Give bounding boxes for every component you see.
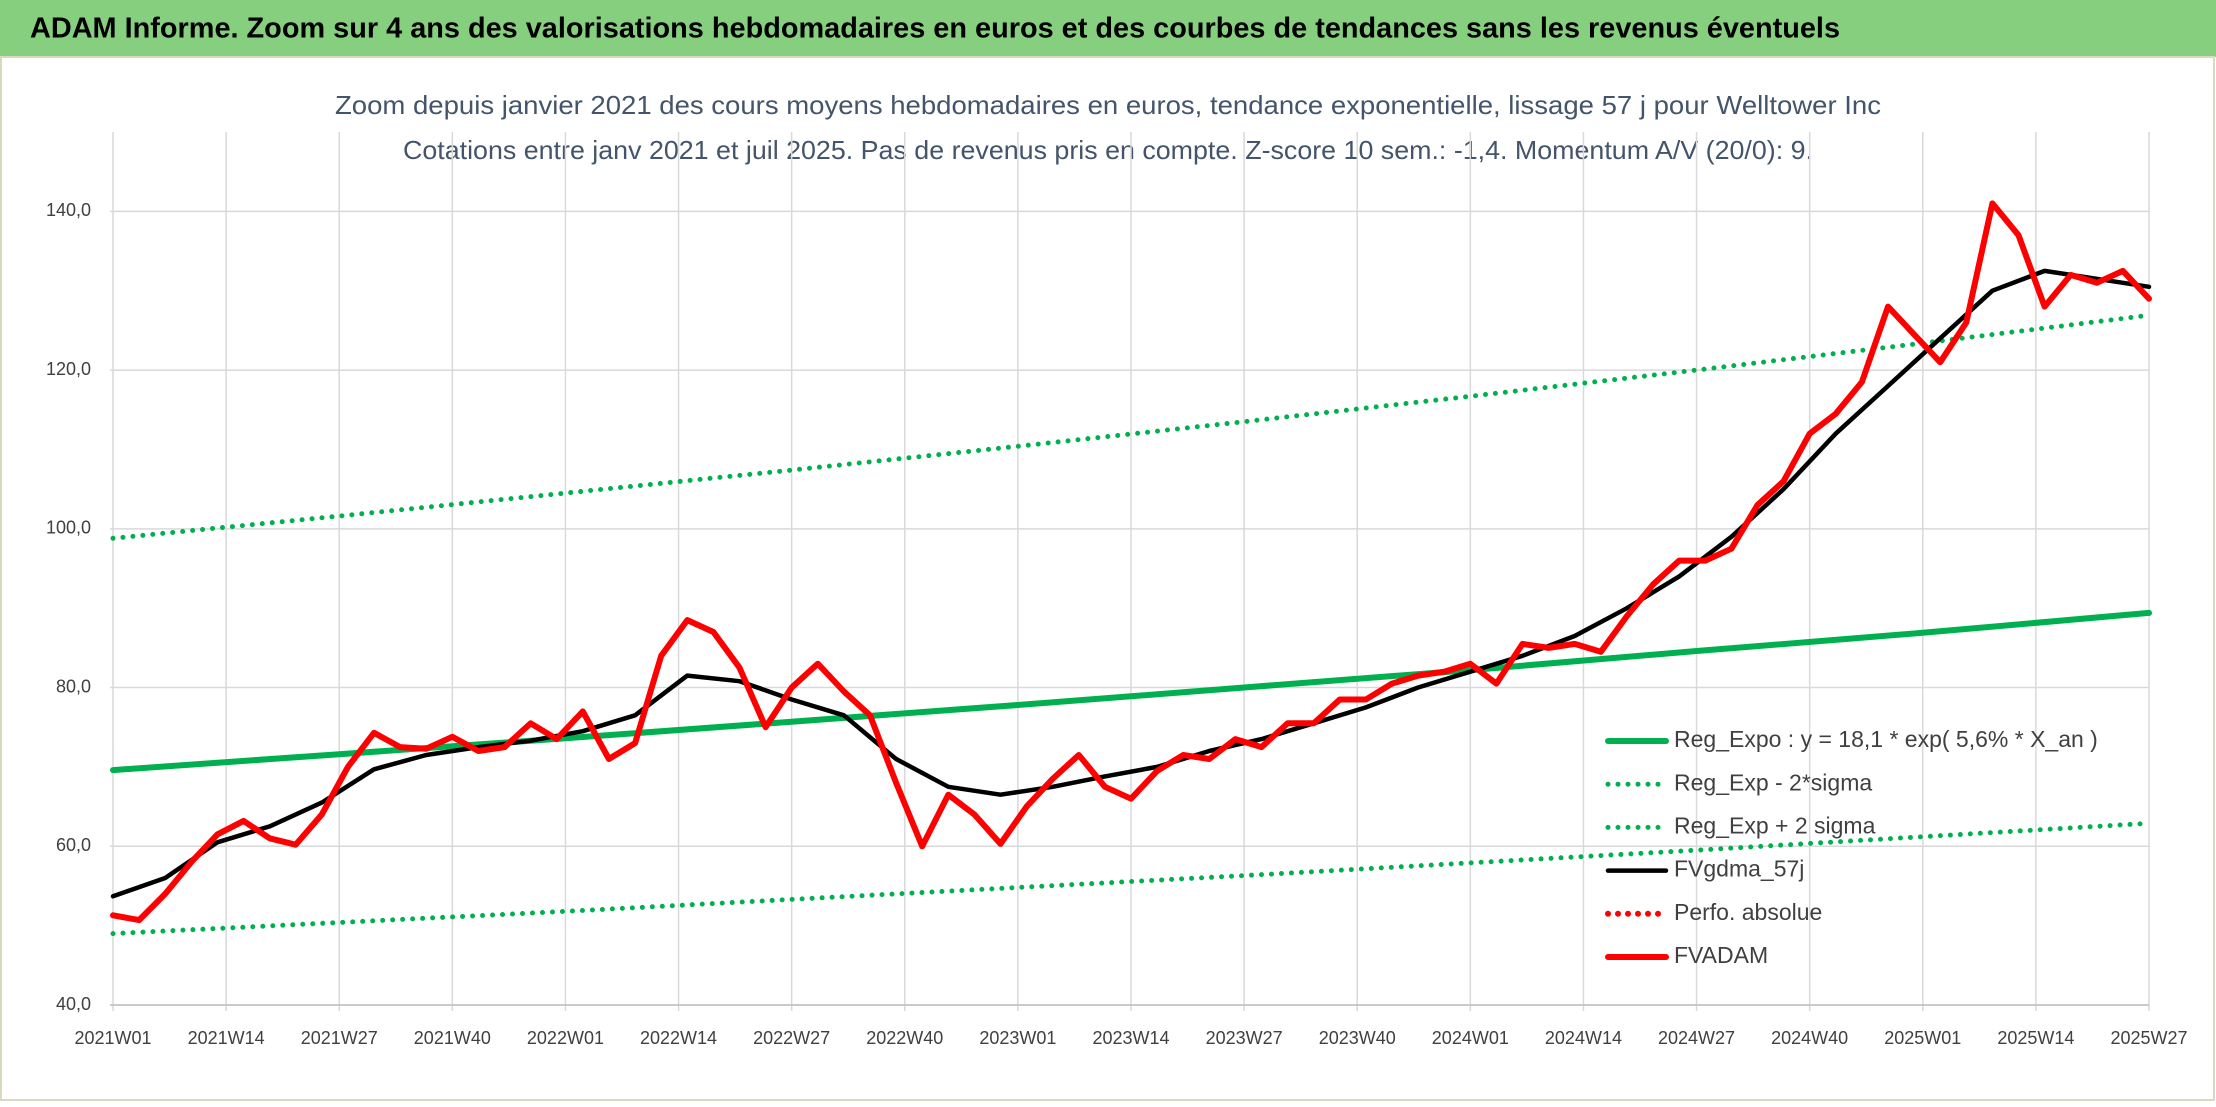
x-tick-label: 2025W01: [1884, 1028, 1961, 1048]
legend-label: Perfo. absolue: [1674, 899, 1822, 925]
x-tick-label: 2022W01: [527, 1028, 604, 1048]
chart-title: Zoom depuis janvier 2021 des cours moyen…: [335, 90, 1881, 120]
series-line: [110, 268, 2152, 899]
banner-title: ADAM Informe. Zoom sur 4 ans des valoris…: [30, 13, 1840, 45]
x-tick-label: 2024W40: [1771, 1028, 1848, 1048]
x-tick-label: 2024W14: [1545, 1028, 1622, 1048]
x-tick-label: 2022W27: [753, 1028, 830, 1048]
x-tick-label: 2021W40: [414, 1028, 491, 1048]
chart-subtitle: Cotations entre janv 2021 et juil 2025. …: [403, 135, 1813, 165]
banner: [0, 0, 2216, 57]
series-line: [110, 312, 2152, 541]
x-tick-label: 2021W27: [301, 1028, 378, 1048]
y-tick-label: 120,0: [46, 359, 91, 379]
frame: [0, 56, 2215, 1101]
y-tick-label: 40,0: [56, 994, 91, 1014]
legend-label: Reg_Exp + 2 sigma: [1674, 812, 1876, 838]
series-line: [110, 609, 2152, 774]
x-tick-label: 2025W27: [2110, 1028, 2187, 1048]
x-tick-label: 2025W14: [1997, 1028, 2074, 1048]
legend-label: Reg_Exp - 2*sigma: [1674, 769, 1872, 795]
legend-label: FVgdma_57j: [1674, 856, 1804, 882]
x-tick-label: 2022W14: [640, 1028, 717, 1048]
series-line: [110, 820, 2152, 937]
y-tick-label: 140,0: [46, 200, 91, 220]
y-tick-label: 80,0: [56, 676, 91, 696]
legend-label: Reg_Expo : y = 18,1 * exp( 5,6% * X_an ): [1674, 726, 2098, 752]
x-tick-label: 2023W27: [1206, 1028, 1283, 1048]
x-tick-label: 2023W01: [979, 1028, 1056, 1048]
x-tick-label: 2023W40: [1319, 1028, 1396, 1048]
x-tick-label: 2024W27: [1658, 1028, 1735, 1048]
x-tick-label: 2021W01: [74, 1028, 151, 1048]
x-tick-label: 2024W01: [1432, 1028, 1509, 1048]
x-tick-label: 2023W14: [1092, 1028, 1169, 1048]
y-tick-label: 60,0: [56, 835, 91, 855]
x-tick-label: 2021W14: [188, 1028, 265, 1048]
series-line: [110, 200, 2152, 924]
legend-label: FVADAM: [1674, 942, 1768, 968]
x-tick-label: 2022W40: [866, 1028, 943, 1048]
y-tick-label: 100,0: [46, 518, 91, 538]
